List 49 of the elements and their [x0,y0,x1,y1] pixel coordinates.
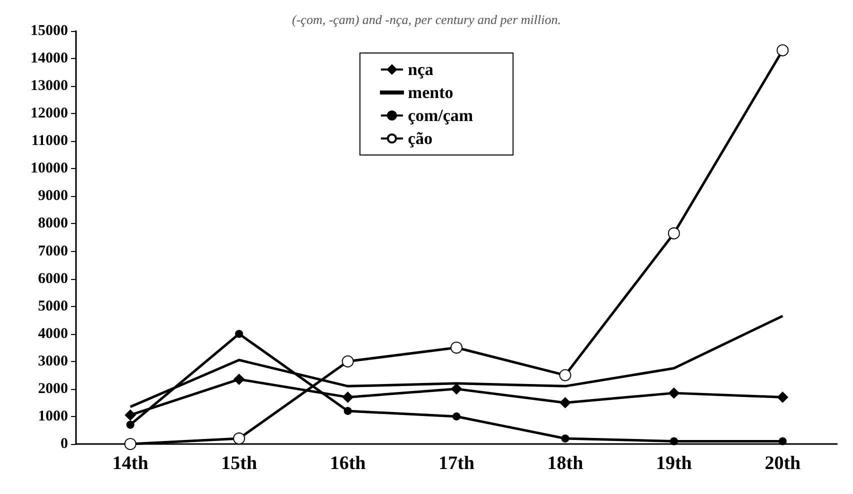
point [126,420,134,429]
x-tick-label: 14th [112,453,149,474]
point [561,434,570,442]
point [342,392,354,403]
point [777,392,788,403]
point [233,432,246,444]
y-tick-label: 10000 [30,160,68,177]
point [450,342,462,354]
point [778,437,787,446]
point [344,406,352,415]
point [560,397,571,408]
y-tick-label: 6000 [38,270,68,287]
point [668,388,680,399]
y-tick-label: 7000 [38,243,68,260]
y-tick-label: 11000 [31,133,68,150]
y-tick-label: 9000 [38,188,68,204]
legend-label: çom/çam [408,106,474,125]
x-tick-label: 19th [656,453,692,474]
x-tick-label: 15th [221,453,258,474]
legend-label: ção [408,129,432,148]
chart-title: (-çom, -çam) and -nça, per century and per million. [292,12,561,27]
point [235,330,244,338]
y-tick-label: 4000 [38,326,68,342]
x-tick-label: 18th [547,453,584,474]
point [670,437,678,446]
y-tick-label: 1000 [38,408,68,424]
point [668,227,680,240]
point [124,410,136,421]
y-tick-label: 14000 [30,50,68,67]
point [776,44,789,56]
y-tick-label: 15000 [30,23,68,39]
legend-label: nça [408,60,434,79]
y-tick-label: 8000 [38,216,68,232]
point [451,383,462,394]
point [342,355,354,368]
y-tick-label: 2000 [38,380,68,397]
x-tick-label: 16th [330,453,366,474]
y-tick-label: 12000 [30,106,68,122]
x-tick-label: 20th [764,453,802,474]
x-tick-label: 17th [438,453,475,474]
y-tick-label: 0 [60,436,68,452]
y-tick-label: 3000 [38,353,68,370]
y-tick-label: 5000 [38,298,68,314]
point [234,374,245,385]
point [452,412,460,420]
point [124,438,136,450]
legend-label: mento [408,83,454,102]
point [559,369,572,382]
y-tick-label: 13000 [30,78,68,94]
